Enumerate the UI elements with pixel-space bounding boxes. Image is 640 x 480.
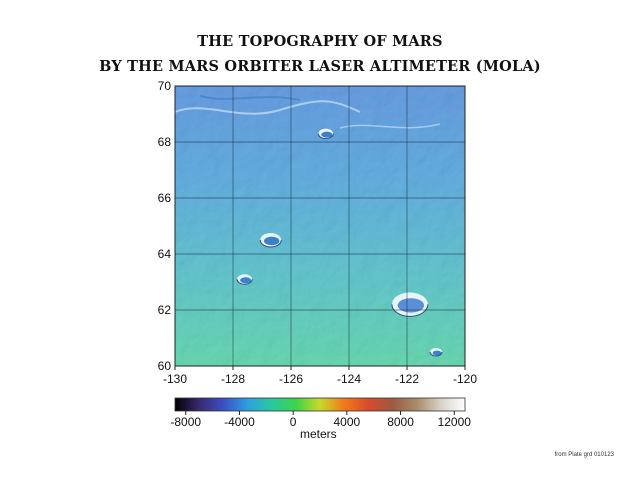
colorbar-tick-label: 8000 bbox=[387, 415, 414, 429]
northern-scarps bbox=[175, 95, 441, 129]
crater bbox=[259, 233, 282, 248]
crater bbox=[236, 274, 253, 285]
colorbar-tick-label: 4000 bbox=[333, 415, 361, 429]
crater bbox=[391, 292, 429, 317]
crater-layer bbox=[236, 128, 443, 357]
map-subtitle: BY THE MARS ORBITER LASER ALTIMETER (MOL… bbox=[99, 58, 541, 75]
lon-tick-label: -122 bbox=[394, 372, 420, 386]
lon-tick-label: -126 bbox=[278, 372, 304, 386]
credit-text: from Plate grd 010123 bbox=[554, 452, 614, 458]
lat-tick-label: 70 bbox=[157, 79, 171, 93]
crater bbox=[429, 348, 443, 357]
map-title: THE TOPOGRAPHY OF MARS bbox=[197, 33, 443, 50]
crater bbox=[317, 128, 334, 140]
colorbar-unit: meters bbox=[300, 427, 337, 441]
map-hillshade bbox=[175, 86, 465, 366]
colorbar-tick-label: 12000 bbox=[437, 415, 471, 429]
lon-tick-label: -120 bbox=[452, 372, 478, 386]
colorbar-tick-label: -8000 bbox=[170, 415, 202, 429]
lon-tick-label: -124 bbox=[336, 372, 362, 386]
map-tick-marks bbox=[174, 366, 466, 370]
colorbar bbox=[174, 397, 466, 412]
lat-tick-label: 68 bbox=[157, 135, 171, 149]
lat-tick-label: 64 bbox=[157, 247, 171, 261]
lat-tick-label: 60 bbox=[157, 359, 171, 373]
lon-tick-label: -128 bbox=[220, 372, 246, 386]
colorbar-tick-label: -4000 bbox=[224, 415, 255, 429]
lat-tick-label: 62 bbox=[157, 303, 171, 317]
lon-tick-label: -130 bbox=[162, 372, 188, 386]
colorbar-ticks bbox=[185, 411, 455, 415]
map-frame bbox=[174, 85, 466, 367]
lat-tick-label: 66 bbox=[157, 191, 171, 205]
colorbar-tick-label: 0 bbox=[289, 415, 297, 429]
